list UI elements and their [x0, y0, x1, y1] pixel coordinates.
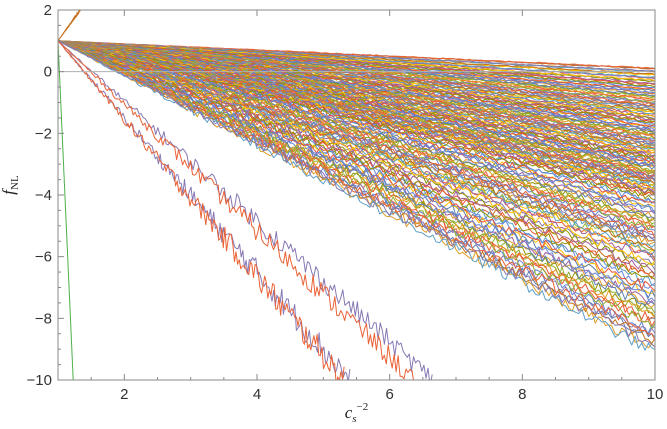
y-axis-label-sub: NL [9, 175, 21, 190]
data-series-line [58, 40, 655, 91]
y-axis-label-base: f [0, 188, 18, 195]
data-series-line [58, 40, 655, 155]
series-layer [58, 10, 655, 380]
data-series-line [58, 40, 655, 75]
x-tick-label: 4 [253, 386, 261, 403]
data-series-line [58, 40, 655, 295]
data-series-line [58, 40, 655, 176]
x-axis-label: cs−2 [345, 401, 369, 425]
x-tick-label: 6 [385, 386, 393, 403]
y-tick-label: 0 [44, 64, 52, 81]
data-series-line [58, 40, 74, 380]
y-tick-label: −8 [35, 310, 52, 327]
data-series-line [58, 40, 655, 230]
x-axis-label-sub: s [352, 413, 356, 425]
data-series-line [58, 40, 655, 118]
data-series-line [58, 40, 655, 215]
data-series-line [58, 40, 655, 145]
data-series-line [58, 40, 655, 109]
x-tick-label: 10 [647, 386, 664, 403]
axes-layer [57, 9, 656, 381]
y-tick-label: 2 [44, 2, 52, 19]
x-tick-label: 2 [120, 386, 128, 403]
data-series-line [58, 40, 655, 348]
y-tick-label: −6 [35, 249, 52, 266]
data-series-line [58, 40, 433, 380]
data-series-line [58, 40, 655, 158]
data-series-line [58, 40, 345, 380]
y-tick-label: −10 [27, 372, 52, 389]
x-axis-label-sup: −2 [357, 401, 369, 413]
x-tick-label: 8 [518, 386, 526, 403]
y-tick-label: −4 [35, 187, 52, 204]
data-series-line [58, 40, 655, 292]
data-series-line [58, 40, 655, 204]
data-series-line [58, 40, 655, 319]
data-series-line [58, 40, 655, 303]
data-series-line [58, 40, 655, 307]
data-series-line [58, 40, 655, 263]
data-series-line [58, 40, 655, 72]
data-series-line [58, 40, 414, 380]
x-axis-label-base: c [345, 403, 353, 422]
data-series-line [58, 40, 655, 136]
data-series-line [58, 10, 81, 42]
y-tick-label: −2 [35, 125, 52, 142]
y-axis-label: fNL [0, 175, 21, 195]
